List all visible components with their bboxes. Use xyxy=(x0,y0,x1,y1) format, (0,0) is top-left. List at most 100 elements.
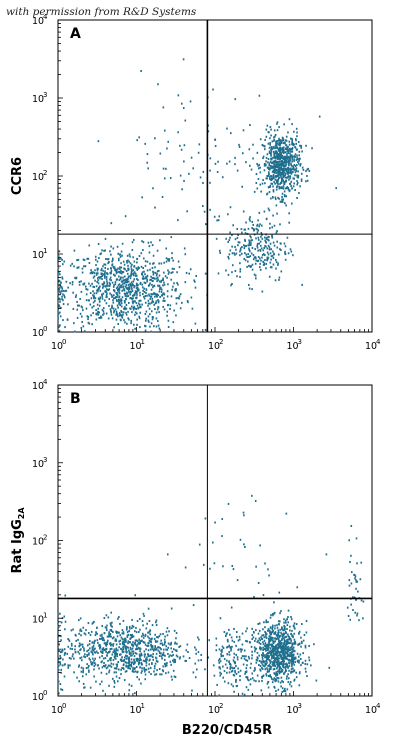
event-dot xyxy=(276,246,279,249)
event-dot xyxy=(258,211,261,214)
event-dot xyxy=(119,255,122,258)
event-dot xyxy=(175,289,177,292)
event-dot xyxy=(233,656,235,659)
event-dot xyxy=(155,660,158,663)
event-dot xyxy=(291,660,294,663)
event-dot xyxy=(250,236,252,239)
event-dot xyxy=(140,682,142,685)
event-dot xyxy=(136,286,139,289)
event-dot xyxy=(133,307,136,310)
event-dot xyxy=(286,146,289,149)
event-dot xyxy=(144,273,146,276)
event-dot xyxy=(89,292,92,295)
event-dot xyxy=(301,150,303,153)
event-dot xyxy=(123,643,126,646)
event-dot xyxy=(267,244,270,247)
event-dot xyxy=(108,298,111,301)
event-dot xyxy=(261,657,264,660)
event-dot xyxy=(276,166,279,168)
event-dot xyxy=(159,673,161,676)
event-dot xyxy=(160,648,162,651)
event-dot xyxy=(268,670,270,673)
event-dot xyxy=(273,686,276,689)
event-dot xyxy=(362,617,364,620)
event-dot xyxy=(63,652,66,655)
event-dot xyxy=(147,302,150,305)
event-dot xyxy=(112,299,114,302)
event-dot xyxy=(251,268,254,271)
event-dot xyxy=(126,280,128,283)
event-dot xyxy=(110,656,112,659)
event-dot xyxy=(122,286,124,289)
event-dot xyxy=(105,275,108,278)
event-dot xyxy=(112,301,115,304)
event-dot xyxy=(260,637,263,640)
event-dot xyxy=(274,640,276,643)
event-dot xyxy=(162,670,165,673)
event-dot xyxy=(58,250,61,253)
event-dot xyxy=(100,315,102,318)
event-dot xyxy=(113,326,115,329)
event-dot xyxy=(286,638,288,641)
event-dot xyxy=(140,252,143,255)
event-dot xyxy=(255,181,258,184)
event-dot xyxy=(300,636,302,639)
event-dot xyxy=(279,182,281,185)
event-dot xyxy=(212,88,214,91)
event-dot xyxy=(85,673,88,676)
event-dot xyxy=(250,645,253,648)
event-dot xyxy=(146,278,148,281)
event-dot xyxy=(232,568,235,571)
event-dot xyxy=(141,196,143,199)
event-dot xyxy=(112,289,115,292)
event-dot xyxy=(72,657,75,660)
event-dot xyxy=(80,326,83,329)
event-dot xyxy=(278,276,281,279)
event-dot xyxy=(235,672,238,675)
event-dot xyxy=(120,286,123,289)
event-dot xyxy=(277,139,279,142)
event-dot xyxy=(257,255,260,258)
event-dot xyxy=(114,274,116,277)
event-dot xyxy=(289,155,292,158)
event-dot xyxy=(356,614,358,617)
event-dot xyxy=(276,635,278,638)
event-dot xyxy=(284,619,287,622)
event-dot xyxy=(117,617,119,620)
event-dot xyxy=(222,665,224,668)
event-dot xyxy=(138,660,140,663)
event-dot xyxy=(278,187,281,190)
event-dot xyxy=(282,661,285,664)
event-dot xyxy=(286,664,289,667)
event-dot xyxy=(222,565,224,568)
event-dot xyxy=(78,680,80,683)
event-dot xyxy=(153,648,156,651)
event-dot xyxy=(144,264,147,267)
event-dot xyxy=(252,223,255,226)
event-dot xyxy=(240,650,242,653)
event-dot xyxy=(170,663,172,666)
event-dot xyxy=(126,281,129,284)
event-dot xyxy=(270,650,272,653)
x-tick-exponent: 2 xyxy=(219,702,223,710)
event-dot xyxy=(254,650,256,653)
event-dot xyxy=(233,640,236,643)
event-dot xyxy=(279,143,282,146)
event-dot xyxy=(264,163,267,166)
event-dot xyxy=(229,665,232,668)
event-dot xyxy=(162,277,164,280)
event-dot xyxy=(253,273,256,276)
event-dot xyxy=(272,145,275,148)
event-dot xyxy=(170,236,173,239)
event-dot xyxy=(114,654,117,657)
event-dot xyxy=(101,666,104,669)
event-dot xyxy=(122,260,125,263)
event-dot xyxy=(167,303,169,306)
event-dot xyxy=(269,665,271,668)
event-dot xyxy=(170,641,173,644)
event-dot xyxy=(112,658,115,661)
event-dot xyxy=(292,636,294,639)
event-dot xyxy=(134,639,137,642)
event-dot xyxy=(231,234,233,237)
event-dot xyxy=(356,562,358,565)
